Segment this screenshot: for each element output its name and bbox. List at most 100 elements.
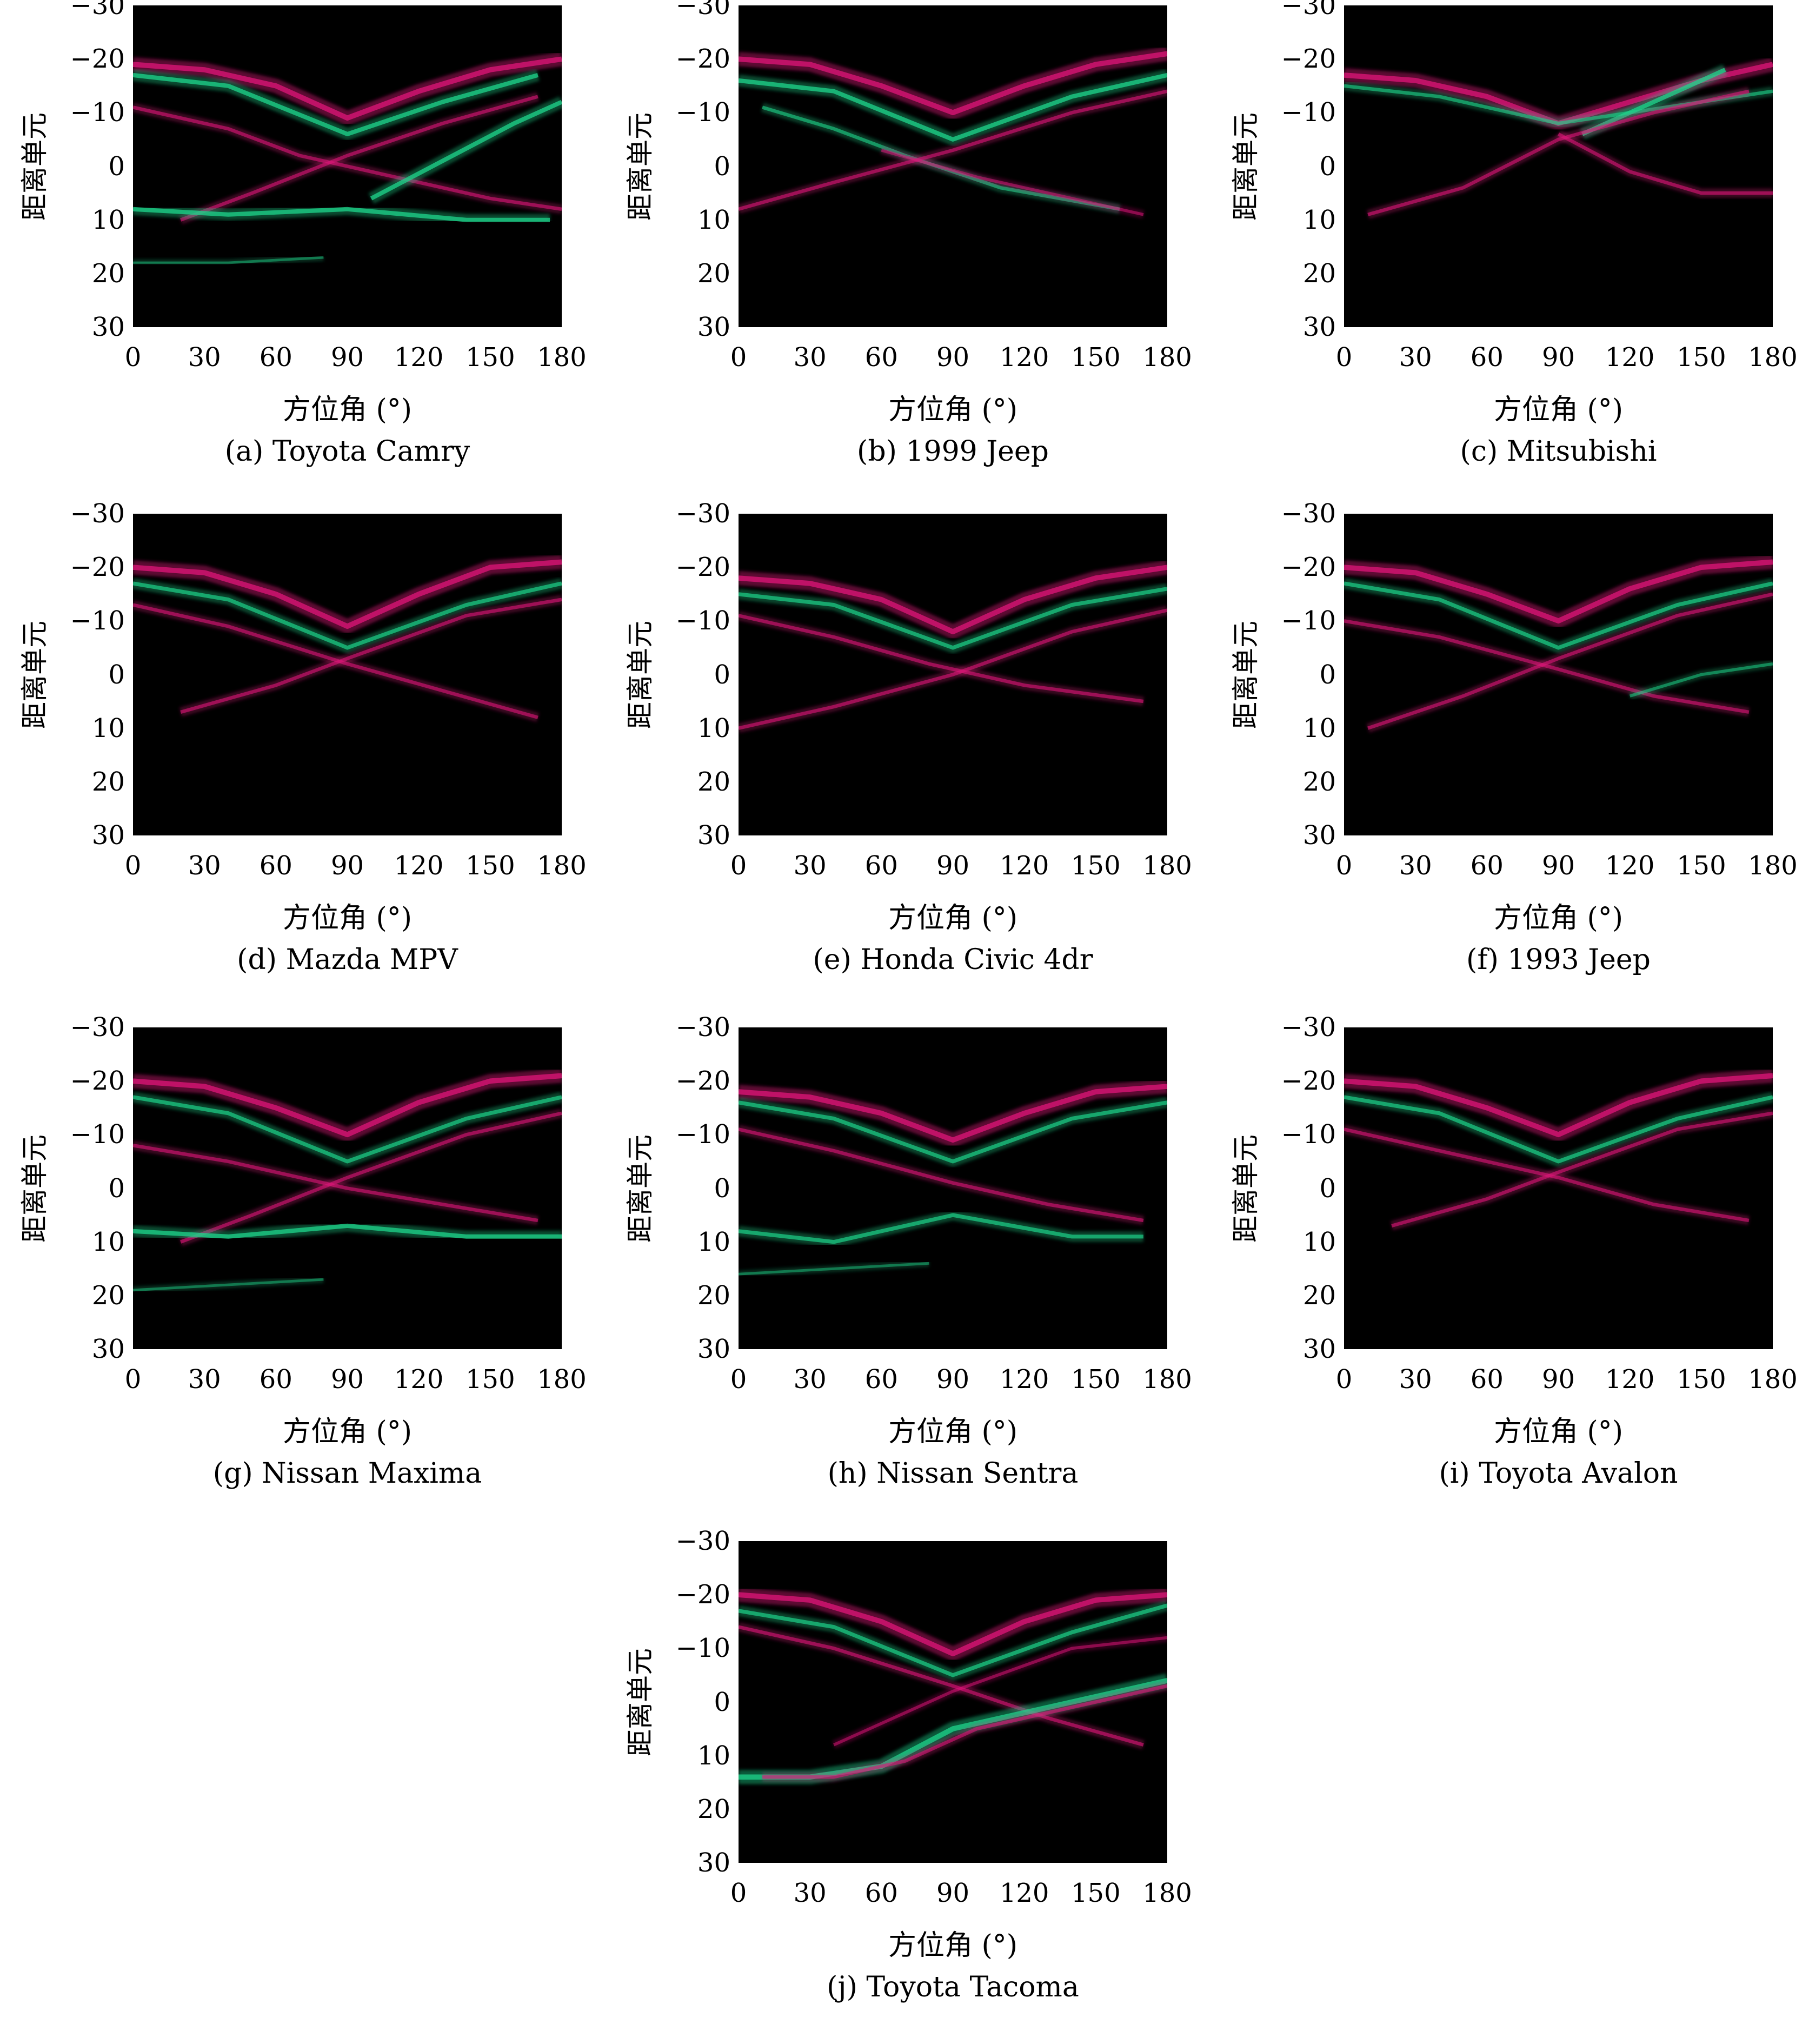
subplot-caption: (f) 1993 Jeep bbox=[1466, 944, 1651, 976]
x-tick-label: 0 bbox=[1335, 1364, 1353, 1395]
y-tick-label: −30 bbox=[1281, 499, 1336, 529]
scattering-track bbox=[133, 1144, 538, 1223]
subplot-caption: (j) Toyota Tacoma bbox=[827, 1971, 1079, 2003]
scattering-track bbox=[133, 581, 562, 650]
x-tick-label: 30 bbox=[793, 1364, 827, 1395]
x-tick-label: 30 bbox=[1399, 1364, 1432, 1395]
plot-background bbox=[1344, 5, 1773, 327]
subplot-caption: (g) Nissan Maxima bbox=[212, 1457, 482, 1490]
y-tick-label: −30 bbox=[675, 1526, 730, 1556]
x-tick-label: 150 bbox=[1071, 1878, 1121, 1908]
scattering-track bbox=[739, 1213, 1143, 1244]
x-tick-label: 0 bbox=[124, 851, 142, 881]
x-tick-label: 90 bbox=[1541, 1364, 1575, 1395]
subplot-panel: 距离单元 −30 −20 −10 0 10 20 30 0 30 60 90 120 150 180 方位角 … bbox=[606, 499, 1208, 1017]
x-tick-label: 30 bbox=[188, 1364, 221, 1395]
scattering-track bbox=[739, 1592, 1167, 1657]
subplot-panel: 距离单元 −30 −20 −10 0 10 20 30 0 30 60 90 120 150 180 方位角 … bbox=[0, 0, 603, 508]
x-tick-label: 180 bbox=[537, 1364, 587, 1395]
x-tick-label: 120 bbox=[999, 851, 1049, 881]
scattering-track bbox=[180, 598, 562, 714]
y-tick-label: 0 bbox=[714, 1173, 730, 1204]
scattering-track bbox=[133, 559, 562, 629]
x-tick-label: 0 bbox=[730, 1364, 747, 1395]
y-tick-label: 0 bbox=[1319, 1173, 1336, 1204]
y-tick-label: 20 bbox=[1302, 766, 1336, 797]
x-tick-label: 60 bbox=[259, 342, 292, 373]
scattering-track bbox=[1344, 581, 1773, 650]
x-tick-label: 120 bbox=[394, 1364, 444, 1395]
scattering-track bbox=[1367, 592, 1773, 730]
y-tick-label: 10 bbox=[1302, 1226, 1336, 1257]
y-tick-label: −20 bbox=[675, 44, 730, 75]
x-tick-label: 150 bbox=[1677, 851, 1726, 881]
scattering-track bbox=[739, 587, 1167, 650]
scattering-track bbox=[1344, 1073, 1773, 1138]
x-axis-label: 方位角 (°) bbox=[1493, 1416, 1624, 1448]
x-axis-label: 方位角 (°) bbox=[1493, 902, 1624, 934]
subplot-panel: 距离单元 −30 −20 −10 0 10 20 30 0 30 60 90 120 150 180 方位角 … bbox=[1211, 1012, 1809, 1530]
y-tick-label: 30 bbox=[91, 312, 125, 342]
heatmap-plot bbox=[739, 5, 1167, 327]
y-tick-label: 30 bbox=[1302, 1334, 1336, 1364]
x-tick-label: 150 bbox=[465, 342, 515, 373]
subplot-caption: (h) Nissan Sentra bbox=[827, 1457, 1079, 1490]
x-tick-label: 0 bbox=[1335, 851, 1353, 881]
subplot-panel: 距离单元 −30 −20 −10 0 10 20 30 0 30 60 90 120 150 180 方位角 … bbox=[606, 1526, 1208, 2044]
y-tick-label: 20 bbox=[91, 258, 125, 289]
x-tick-label: 120 bbox=[999, 1364, 1049, 1395]
x-tick-label: 120 bbox=[1605, 1364, 1655, 1395]
x-tick-label: 180 bbox=[1748, 851, 1798, 881]
x-tick-label: 120 bbox=[394, 851, 444, 881]
y-tick-label: 0 bbox=[1319, 659, 1336, 690]
y-tick-label: 20 bbox=[91, 1280, 125, 1311]
scattering-track bbox=[739, 1603, 1167, 1677]
y-tick-label: −20 bbox=[1281, 1066, 1336, 1097]
y-tick-label: −20 bbox=[675, 552, 730, 583]
y-tick-label: 20 bbox=[697, 1280, 730, 1311]
scattering-track bbox=[133, 256, 324, 264]
y-tick-label: −10 bbox=[1281, 1119, 1336, 1150]
x-tick-label: 0 bbox=[124, 1364, 142, 1395]
x-tick-label: 90 bbox=[330, 1364, 364, 1395]
heatmap-plot bbox=[739, 1027, 1167, 1349]
x-tick-label: 180 bbox=[1142, 851, 1192, 881]
y-tick-label: −30 bbox=[70, 499, 125, 529]
scattering-track bbox=[881, 149, 1144, 216]
heatmap-plot bbox=[1344, 5, 1773, 327]
x-axis-label: 方位角 (°) bbox=[1493, 394, 1624, 426]
y-tick-label: 10 bbox=[697, 1226, 730, 1257]
scattering-track bbox=[133, 1095, 562, 1164]
y-tick-label: 10 bbox=[697, 713, 730, 744]
x-tick-label: 60 bbox=[864, 342, 898, 373]
x-tick-label: 180 bbox=[1748, 342, 1798, 373]
scattering-track bbox=[739, 72, 1167, 142]
y-tick-label: 0 bbox=[108, 1173, 125, 1204]
x-axis-label: 方位角 (°) bbox=[888, 1416, 1018, 1448]
scattering-track bbox=[739, 565, 1167, 634]
y-tick-label: 20 bbox=[697, 258, 730, 289]
x-tick-label: 90 bbox=[1541, 851, 1575, 881]
scattering-track bbox=[739, 1262, 929, 1276]
y-tick-label: −10 bbox=[675, 606, 730, 636]
y-tick-label: −20 bbox=[675, 1580, 730, 1610]
scattering-track bbox=[179, 1111, 562, 1244]
y-tick-label: 0 bbox=[108, 151, 125, 182]
x-tick-label: 150 bbox=[1071, 342, 1121, 373]
scattering-track bbox=[133, 56, 562, 121]
x-tick-label: 150 bbox=[1677, 1364, 1726, 1395]
y-tick-label: 0 bbox=[714, 659, 730, 690]
y-tick-label: 10 bbox=[697, 1740, 730, 1771]
x-tick-label: 30 bbox=[793, 342, 827, 373]
x-tick-label: 60 bbox=[864, 1364, 898, 1395]
subplot-caption: (a) Toyota Camry bbox=[224, 435, 470, 468]
scattering-track bbox=[739, 1127, 1144, 1223]
x-tick-label: 150 bbox=[1677, 342, 1726, 373]
x-axis-label: 方位角 (°) bbox=[282, 902, 413, 934]
scattering-track bbox=[370, 99, 562, 201]
x-tick-label: 150 bbox=[465, 1364, 515, 1395]
x-tick-label: 120 bbox=[999, 1878, 1049, 1908]
x-tick-label: 0 bbox=[124, 342, 142, 373]
x-axis-label: 方位角 (°) bbox=[888, 902, 1018, 934]
x-tick-label: 0 bbox=[730, 851, 747, 881]
